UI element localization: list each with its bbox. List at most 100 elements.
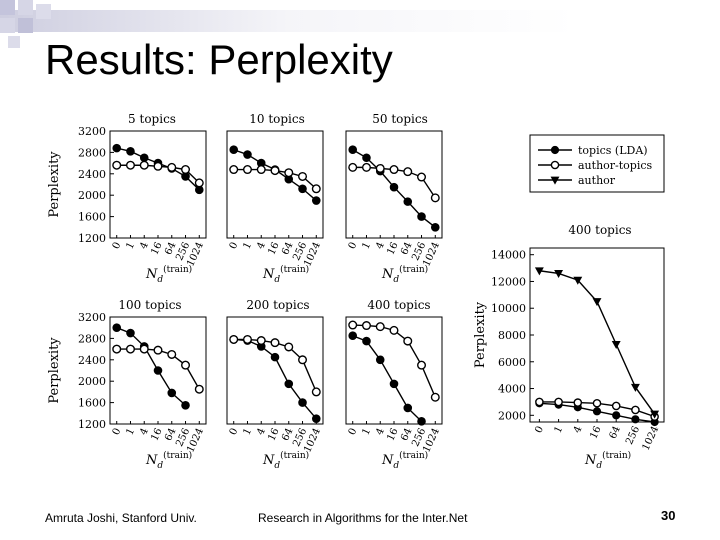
- data-point: [229, 334, 239, 344]
- footer-author: Amruta Joshi, Stanford Univ.: [45, 511, 197, 525]
- data-point: [112, 323, 122, 333]
- x-tick-label: 0: [228, 241, 241, 251]
- x-tick-label: 0: [533, 425, 546, 435]
- data-point: [403, 167, 413, 177]
- series-line: [233, 338, 317, 393]
- data-point: [181, 165, 191, 175]
- x-axis-label: Nd(train): [145, 264, 192, 285]
- y-tick-label: 14000: [491, 249, 526, 262]
- data-point: [430, 392, 440, 402]
- x-tick-label: 1: [242, 241, 255, 251]
- data-point: [554, 270, 564, 279]
- y-tick-label: 6000: [498, 356, 526, 369]
- x-tick-label: 4: [255, 427, 268, 437]
- y-tick-label: 1200: [78, 418, 106, 431]
- x-tick-label: 1024: [641, 425, 662, 453]
- data-point: [631, 405, 640, 415]
- data-point: [403, 197, 413, 206]
- x-tick-label: 64: [608, 425, 623, 441]
- chart-panel: 400 topics 2000 4000 6000 8000 10000 12000 1400…: [473, 223, 665, 471]
- y-tick-label: 1200: [78, 232, 106, 245]
- data-point: [592, 407, 602, 416]
- data-point: [417, 417, 426, 426]
- data-point: [126, 147, 135, 156]
- y-tick-label: 1600: [78, 397, 106, 410]
- data-point: [535, 397, 544, 407]
- plot-frame: [109, 130, 207, 239]
- x-tick-label: 16: [266, 427, 281, 443]
- x-tick-label: 1: [361, 427, 374, 437]
- data-point: [284, 342, 294, 352]
- data-point: [361, 162, 371, 172]
- chart-title: 400 topics: [568, 223, 631, 237]
- data-point: [181, 360, 191, 370]
- x-tick-label: 4: [572, 425, 585, 435]
- y-axis-label: Perplexity: [47, 151, 62, 218]
- x-tick-label: 256: [624, 425, 642, 447]
- x-axis-label: Nd(train): [262, 450, 309, 471]
- x-tick-label: 16: [266, 241, 281, 257]
- footer-course-title: Research in Algorithms for the Inter.Net: [258, 511, 468, 525]
- data-point: [125, 160, 135, 170]
- data-point: [375, 355, 385, 365]
- data-point: [592, 398, 602, 408]
- y-tick-label: 2000: [78, 375, 106, 388]
- x-tick-label: 4: [138, 241, 151, 251]
- legend-marker: [550, 145, 560, 155]
- chart-title: 100 topics: [118, 298, 181, 312]
- legend-label: author-topics: [578, 159, 653, 172]
- data-point: [298, 184, 307, 194]
- chart-legend: topics (LDA) author-topics author: [529, 134, 665, 193]
- data-point: [573, 276, 583, 285]
- x-axis-label: Nd(train): [381, 450, 428, 471]
- x-tick-label: 1: [553, 425, 566, 435]
- data-point: [389, 165, 399, 175]
- legend-marker: [550, 176, 560, 185]
- data-point: [417, 360, 427, 370]
- data-point: [348, 331, 358, 341]
- x-tick-label: 64: [280, 241, 295, 257]
- data-point: [389, 182, 399, 192]
- y-axis-label: Perplexity: [47, 337, 62, 404]
- y-tick-label: 3200: [78, 125, 106, 138]
- data-point: [194, 384, 204, 394]
- data-point: [417, 212, 426, 221]
- x-tick-label: 0: [111, 427, 124, 437]
- data-point: [362, 336, 371, 346]
- data-point: [348, 320, 358, 330]
- data-point: [284, 379, 294, 389]
- data-point: [298, 171, 308, 181]
- data-point: [153, 345, 163, 355]
- x-tick-label: 16: [149, 241, 164, 257]
- data-point: [612, 411, 621, 420]
- corner-square-decoration: [36, 4, 51, 19]
- y-tick-label: 3200: [78, 311, 106, 324]
- y-tick-label: 2000: [498, 409, 526, 422]
- chart-title: 400 topics: [367, 298, 430, 312]
- data-point: [592, 298, 602, 307]
- data-point: [348, 162, 358, 172]
- series-line: [233, 338, 317, 420]
- x-tick-label: 4: [138, 427, 151, 437]
- data-point: [243, 150, 252, 159]
- data-point: [270, 338, 280, 348]
- data-point: [611, 340, 621, 349]
- data-point: [126, 328, 135, 338]
- data-point: [167, 162, 177, 172]
- data-point: [362, 153, 371, 163]
- data-point: [311, 184, 321, 194]
- x-tick-label: 4: [255, 241, 268, 251]
- legend-marker: [550, 160, 560, 170]
- chart-title: 10 topics: [249, 112, 305, 126]
- data-point: [298, 355, 308, 365]
- slide-title: Results: Perplexity: [45, 36, 393, 83]
- data-point: [389, 325, 399, 335]
- data-point: [534, 267, 544, 276]
- x-axis-label: Nd(train): [381, 264, 428, 285]
- data-point: [375, 322, 385, 332]
- y-tick-label: 2800: [78, 332, 106, 345]
- y-tick-label: 12000: [491, 275, 526, 288]
- y-tick-label: 2800: [78, 146, 106, 159]
